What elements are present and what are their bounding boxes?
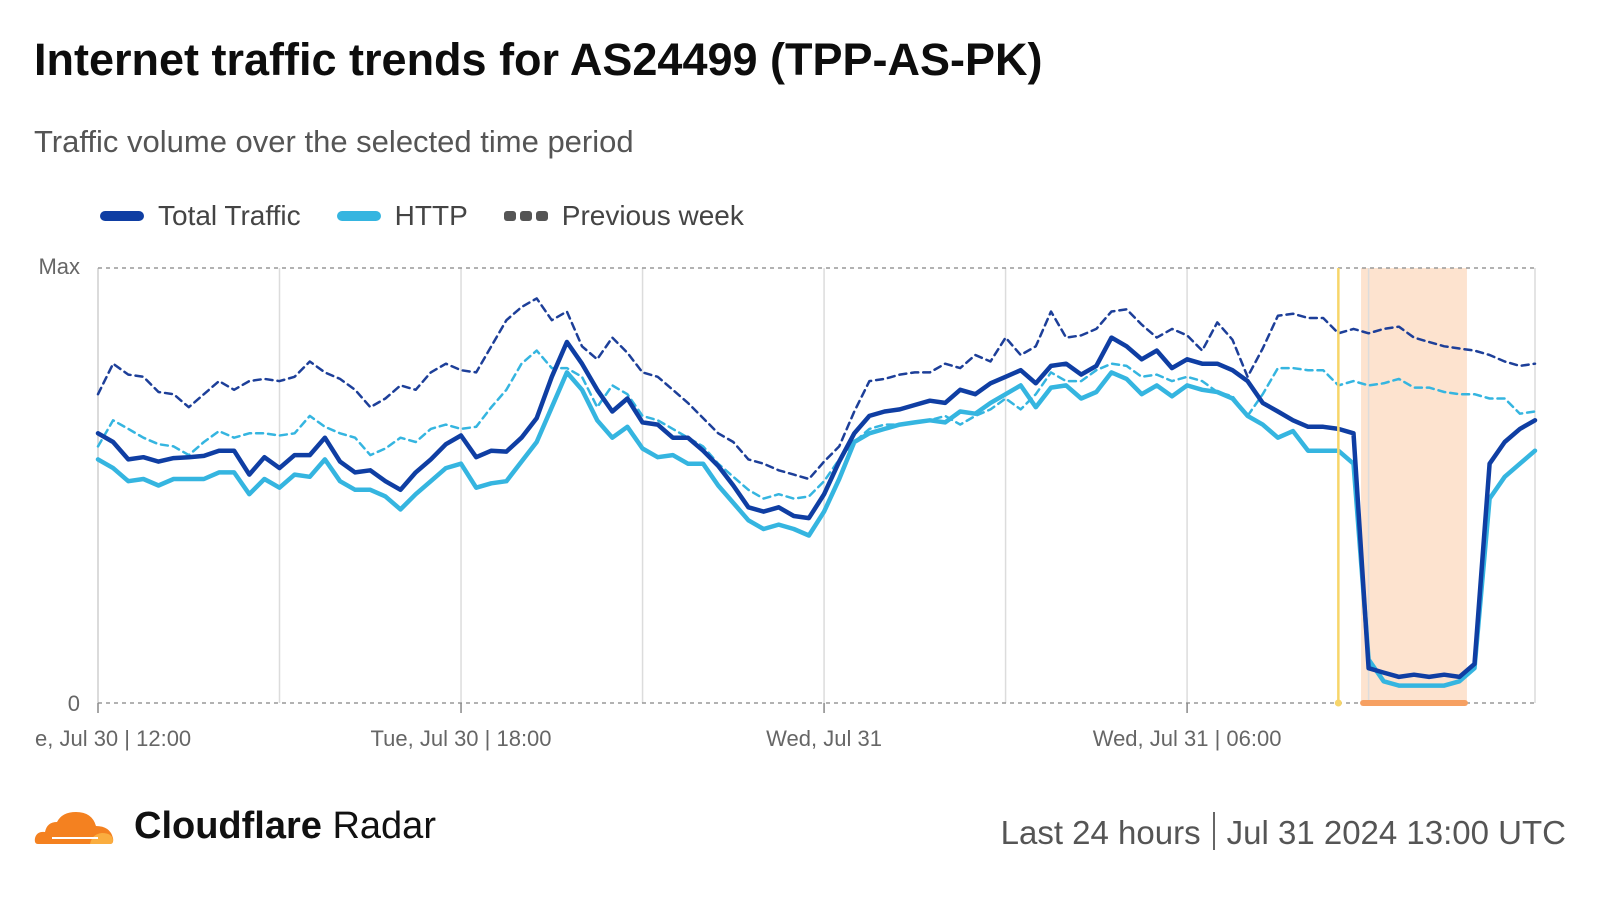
legend-label-http: HTTP [394, 200, 468, 231]
chart-subtitle: Traffic volume over the selected time pe… [34, 124, 634, 159]
time-range-info: Last 24 hours Jul 31 2024 13:00 UTC [1001, 812, 1566, 852]
meta-separator [1212, 812, 1215, 850]
timestamp-label: Jul 31 2024 13:00 UTC [1226, 814, 1566, 851]
legend-swatch-previous [503, 211, 548, 221]
event-marker-dot [1334, 699, 1342, 707]
x-tick-label: e, Jul 30 | 12:00 [35, 726, 191, 751]
cloudflare-radar-logo: Cloudflare Radar [32, 804, 436, 848]
x-tick-label: Tue, Jul 30 | 18:00 [371, 726, 552, 751]
time-range-label: Last 24 hours [1000, 814, 1201, 851]
y-tick-label-max: Max [38, 254, 80, 279]
y-tick-label-zero: 0 [68, 691, 80, 716]
legend-label-total: Total Traffic [158, 200, 301, 231]
legend-swatch-http [336, 211, 381, 221]
x-tick-label: Wed, Jul 31 | 06:00 [1093, 726, 1282, 751]
series-line-previous-week-http [96, 349, 1537, 500]
legend-item-http[interactable]: HTTP [336, 200, 468, 232]
brand-name: Cloudflare [134, 804, 322, 847]
chart-legend: Total Traffic HTTP Previous week [100, 200, 780, 232]
chart-title: Internet traffic trends for AS24499 (TPP… [34, 34, 1043, 85]
legend-label-previous: Previous week [561, 200, 744, 231]
brand-product: Radar [332, 804, 436, 847]
traffic-chart: Max 0 e, Jul 30 | 12:00 Tue, Jul 30 | 18:00… [35, 254, 1538, 751]
x-tick-label: Wed, Jul 31 [766, 726, 882, 751]
series-line-previous-week-total [96, 297, 1537, 481]
series-line-http [95, 370, 1538, 688]
series-line-total-traffic [95, 335, 1538, 680]
legend-item-total-traffic[interactable]: Total Traffic [100, 200, 301, 232]
legend-item-previous-week[interactable]: Previous week [503, 200, 744, 232]
cloudflare-cloud-icon [34, 812, 114, 844]
outage-highlight-band [1361, 268, 1467, 703]
legend-swatch-total [100, 211, 144, 221]
